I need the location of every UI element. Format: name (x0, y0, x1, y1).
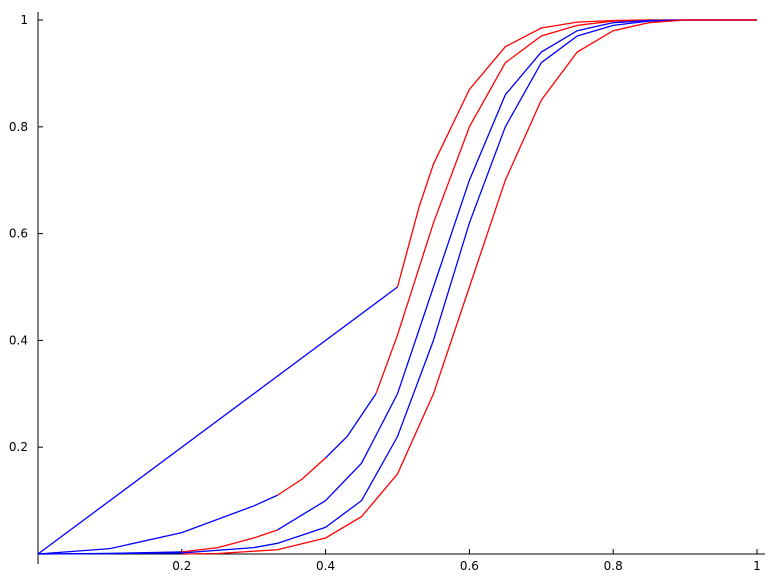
curve (277, 457, 327, 496)
y-tick-label: 0.8 (9, 120, 28, 134)
curve (325, 393, 377, 459)
x-tick-label: 1 (753, 559, 761, 573)
curve (277, 19, 757, 531)
curve (396, 19, 757, 288)
x-tick-label: 0.2 (172, 559, 191, 573)
curve (375, 19, 757, 395)
y-tick-label: 1 (20, 13, 28, 27)
curve (37, 494, 278, 555)
x-tick-label: 0.8 (604, 559, 623, 573)
y-tick-label: 0.2 (9, 440, 28, 454)
curve (181, 529, 278, 553)
curve (37, 286, 398, 555)
curve (37, 19, 757, 555)
x-tick-label: 0.6 (460, 559, 479, 573)
y-tick-label: 0.6 (9, 227, 28, 241)
x-tick-label: 0.4 (316, 559, 335, 573)
y-tick-label: 0.4 (9, 333, 28, 347)
curve (181, 19, 757, 555)
